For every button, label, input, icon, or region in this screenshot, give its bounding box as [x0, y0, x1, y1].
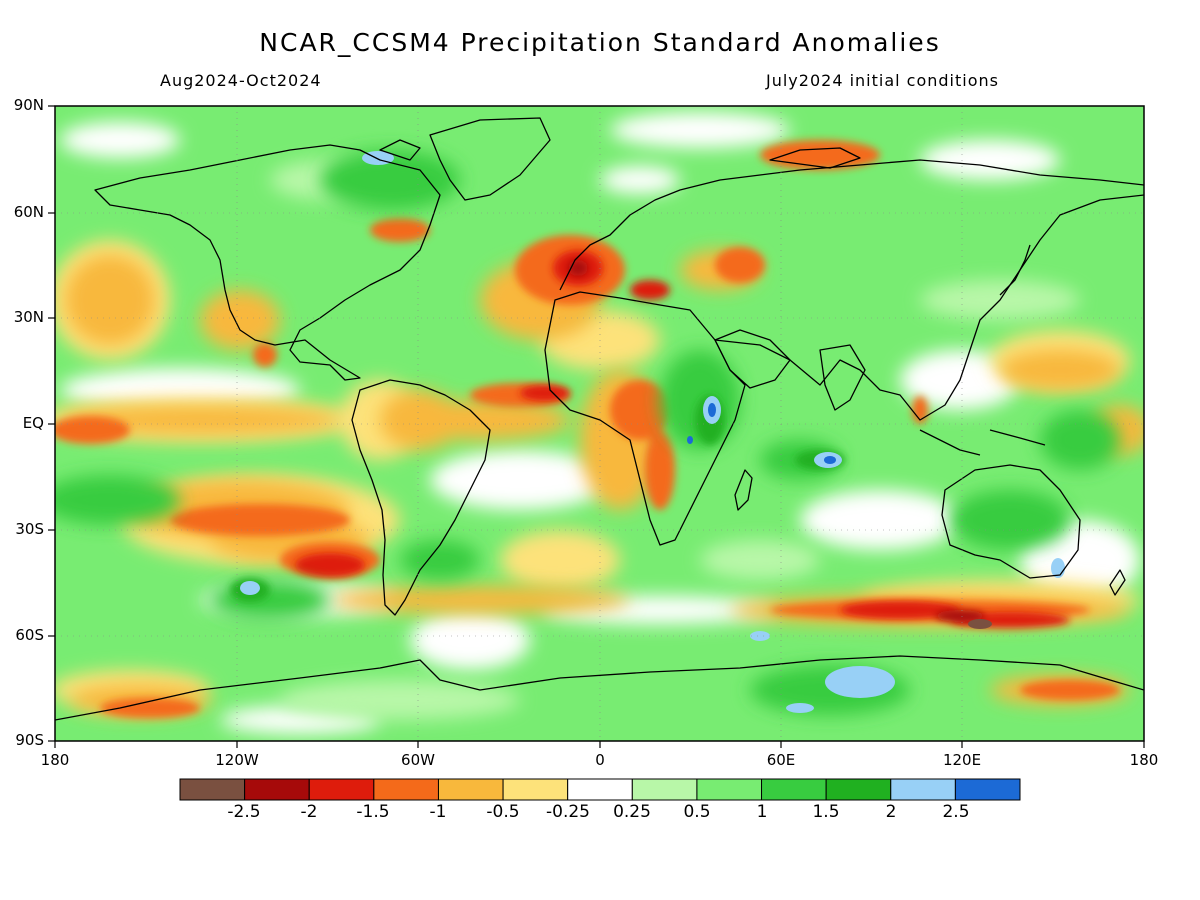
lon-label-60e: 60E [766, 751, 796, 769]
lat-label-30s: 30S [15, 520, 44, 538]
colorbar-swatch [437, 778, 504, 801]
colorbar-swatch [696, 778, 763, 801]
initial-conditions: July2024 initial conditions [766, 71, 999, 90]
lat-label-eq: EQ [22, 414, 44, 432]
colorbar-label: -1 [429, 802, 447, 822]
colorbar-label: -2 [300, 802, 318, 822]
lon-label-0: 0 [595, 751, 605, 769]
lat-label-90n: 90N [13, 96, 44, 114]
colorbar-label: -1.5 [356, 802, 390, 822]
colorbar-swatch [954, 778, 1021, 801]
forecast-period: Aug2024-Oct2024 [160, 71, 322, 90]
colorbar-label: -0.5 [486, 802, 520, 822]
colorbar-swatch [825, 778, 892, 801]
lon-label-120e: 120E [942, 751, 982, 769]
colorbar-label: 1 [756, 802, 768, 822]
colorbar-swatch [567, 778, 633, 801]
colorbar-swatch [502, 778, 569, 801]
lon-label-180e: 180 [1129, 751, 1159, 769]
colorbar-swatch [308, 778, 375, 801]
colorbar [179, 778, 1021, 801]
lat-label-60s: 60S [15, 626, 44, 644]
colorbar-label: 0.25 [613, 802, 651, 822]
lon-label-120w: 120W [215, 751, 259, 769]
lon-label-60w: 60W [401, 751, 435, 769]
colorbar-swatch [890, 778, 956, 801]
colorbar-swatch [761, 778, 827, 801]
colorbar-label: -0.25 [546, 802, 590, 822]
colorbar-label: 1.5 [812, 802, 840, 822]
lon-label-180w: 180 [40, 751, 70, 769]
colorbar-swatch [244, 778, 310, 801]
colorbar-label: 2 [885, 802, 897, 822]
lat-label-30n: 30N [13, 308, 44, 326]
colorbar-label: 0.5 [683, 802, 711, 822]
colorbar-swatch [631, 778, 698, 801]
colorbar-swatch [179, 778, 246, 801]
lat-label-60n: 60N [13, 203, 44, 221]
colorbar-swatch [373, 778, 439, 801]
map-title: NCAR_CCSM4 Precipitation Standard Anomal… [259, 28, 941, 57]
colorbar-label: 2.5 [942, 802, 970, 822]
anomaly-field [55, 106, 1144, 741]
lat-label-90s: 90S [15, 731, 44, 749]
colorbar-label: -2.5 [227, 802, 261, 822]
